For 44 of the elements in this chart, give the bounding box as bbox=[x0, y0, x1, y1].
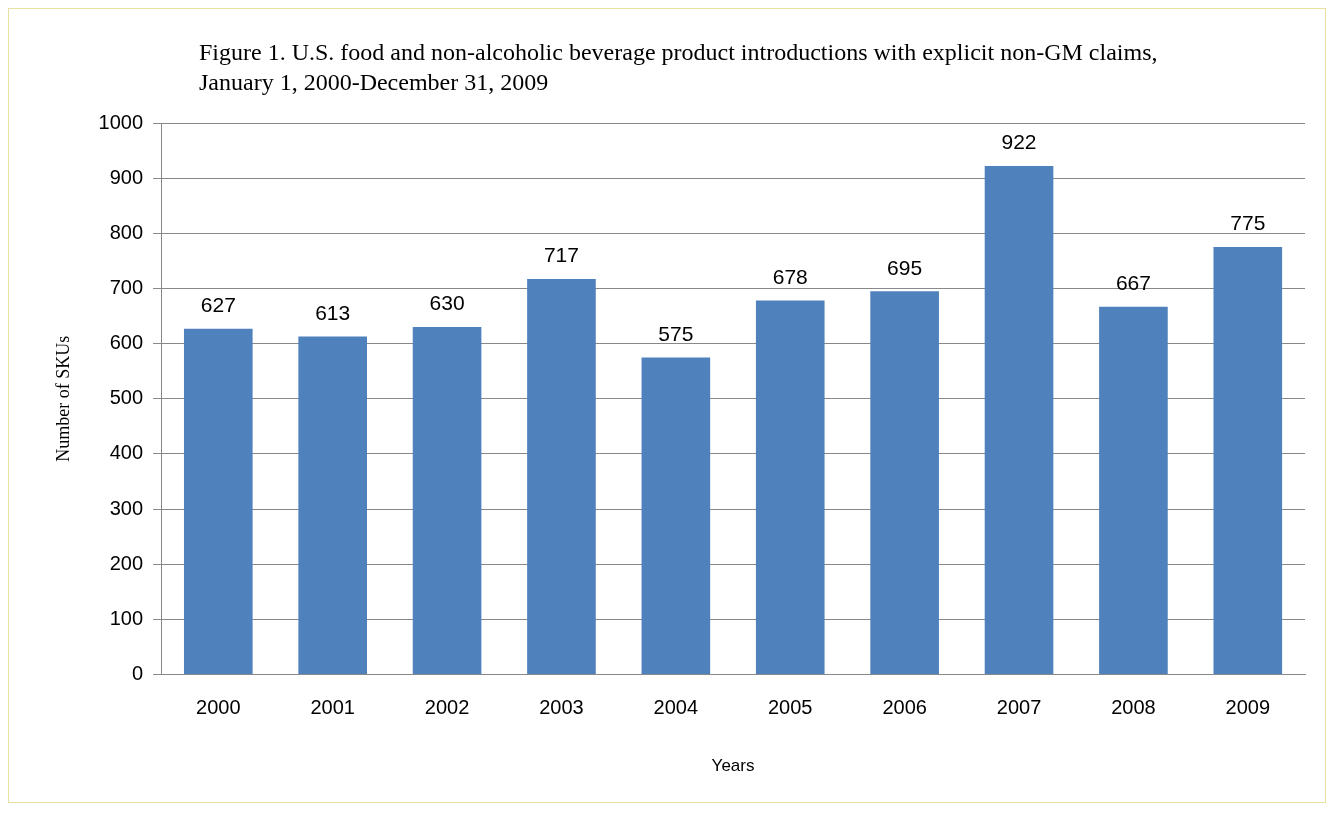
data-label: 630 bbox=[429, 291, 465, 315]
bar bbox=[641, 357, 711, 675]
y-tick-label: 100 bbox=[109, 606, 144, 629]
x-tick-label: 2008 bbox=[1111, 696, 1156, 719]
bar bbox=[755, 300, 825, 675]
y-tick-label: 400 bbox=[109, 441, 144, 464]
x-tick-label: 2007 bbox=[996, 696, 1042, 719]
bar bbox=[1213, 247, 1283, 675]
y-tick-label: 1000 bbox=[98, 110, 144, 133]
data-label: 678 bbox=[772, 264, 808, 288]
data-label: 627 bbox=[200, 293, 236, 317]
bar bbox=[984, 166, 1054, 675]
x-tick-label: 2000 bbox=[196, 696, 241, 719]
bar bbox=[298, 336, 367, 675]
x-tick-label: 2001 bbox=[310, 696, 355, 719]
data-label: 717 bbox=[543, 243, 579, 267]
x-tick-label: 2002 bbox=[424, 696, 470, 719]
y-axis-title: Number of SKUs bbox=[52, 335, 73, 462]
data-label: 695 bbox=[887, 255, 923, 279]
y-tick-label: 300 bbox=[109, 496, 144, 519]
data-label: 667 bbox=[1115, 270, 1151, 294]
y-tick-label: 700 bbox=[109, 276, 144, 298]
data-label: 575 bbox=[658, 321, 694, 345]
chart-title: Figure 1. U.S. food and non-alcoholic beverage product introductions with explicit non-GM claims, January 1, 2000-December 31, 2009 bbox=[199, 38, 1159, 97]
x-tick-label: 2009 bbox=[1225, 696, 1271, 719]
y-tick-label: 0 bbox=[131, 662, 144, 685]
bar bbox=[412, 327, 482, 675]
bar bbox=[527, 279, 596, 675]
y-tick-label: 800 bbox=[109, 220, 144, 243]
y-tick-label: 600 bbox=[109, 331, 144, 354]
bar bbox=[1099, 306, 1168, 675]
data-label: 775 bbox=[1230, 211, 1266, 235]
y-tick-label: 500 bbox=[109, 386, 144, 409]
y-tick-label: 900 bbox=[109, 165, 144, 188]
y-tick-label: 200 bbox=[109, 551, 144, 574]
bar bbox=[870, 291, 939, 675]
x-tick-label: 2003 bbox=[539, 696, 584, 719]
data-label: 922 bbox=[1001, 130, 1037, 154]
data-label: 613 bbox=[315, 300, 351, 324]
bar bbox=[183, 328, 253, 675]
x-tick-label: 2004 bbox=[653, 696, 699, 719]
x-axis-title: Years bbox=[711, 756, 755, 776]
x-tick-label: 2005 bbox=[767, 696, 813, 719]
x-tick-label: 2006 bbox=[882, 696, 927, 719]
